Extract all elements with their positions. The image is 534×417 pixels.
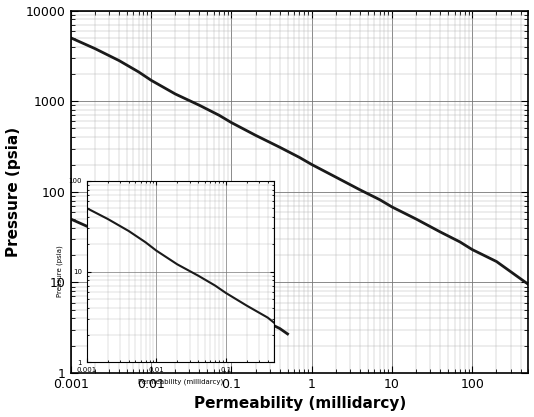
X-axis label: Permeability (millidarcy): Permeability (millidarcy) [193, 397, 406, 412]
Y-axis label: Pressure (psia): Pressure (psia) [5, 127, 20, 257]
